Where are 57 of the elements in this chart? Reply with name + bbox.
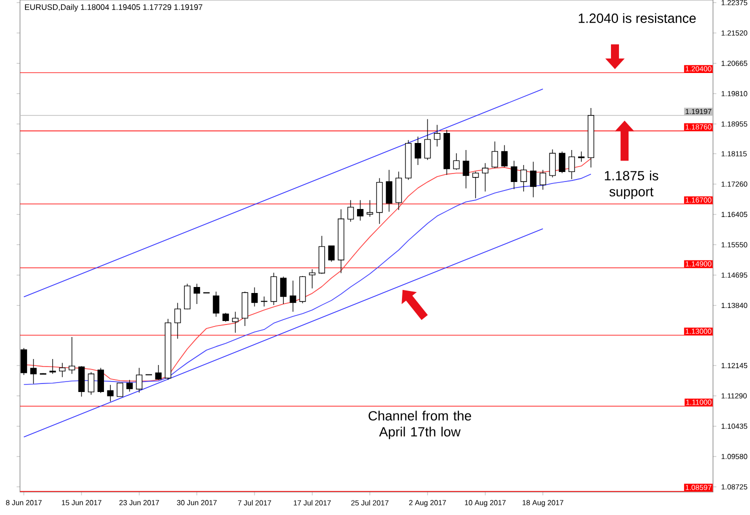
candlestick <box>59 362 66 378</box>
text: 1.1875 is support <box>604 170 658 200</box>
candlestick <box>568 150 575 180</box>
candlestick <box>116 382 124 398</box>
candlestick <box>78 366 85 397</box>
chart-title: EURUSD,Daily 1.18004 1.19405 1.17729 1.19197 <box>25 4 202 12</box>
candlestick <box>30 358 37 384</box>
candlestick <box>242 291 248 326</box>
candlestick <box>328 245 335 262</box>
candlestick <box>299 276 306 304</box>
candlestick <box>414 136 422 166</box>
candlestick <box>280 276 287 304</box>
candlestick <box>174 302 181 340</box>
candlestick <box>520 164 527 192</box>
candlestick <box>424 118 431 160</box>
candlestick <box>366 200 374 218</box>
candlestick <box>68 336 76 374</box>
candlestick <box>88 372 94 396</box>
annotation: 1.2040 is resistance <box>578 13 696 23</box>
candlestick <box>386 170 392 212</box>
candlestick <box>588 108 594 168</box>
candlestick <box>558 151 566 174</box>
candlestick <box>549 149 556 178</box>
candlestick <box>184 283 190 310</box>
candlestick <box>212 291 220 318</box>
candlestick <box>155 364 162 380</box>
candlestick <box>376 178 383 224</box>
candlestick <box>251 286 258 307</box>
candlestick <box>164 318 172 380</box>
candlestick <box>530 161 536 198</box>
candlestick <box>270 272 277 306</box>
candlestick <box>290 280 296 312</box>
candlestick <box>395 171 402 210</box>
candlestick <box>462 150 470 189</box>
candlestick <box>444 129 450 176</box>
candlestick <box>126 380 133 392</box>
candlestick <box>482 162 488 192</box>
candlestick <box>338 208 344 274</box>
candlestick <box>232 311 239 334</box>
candlestick <box>347 200 354 222</box>
candlestick <box>318 236 326 274</box>
candlestick <box>453 152 460 170</box>
candlestick <box>49 358 56 374</box>
candlestick <box>501 144 508 168</box>
candlestick <box>492 141 498 168</box>
candlestick <box>194 283 200 304</box>
candlestick <box>357 200 364 221</box>
candlestick <box>107 384 114 402</box>
candlestick <box>136 368 142 394</box>
candlestick <box>222 312 229 322</box>
candlestick <box>540 170 546 190</box>
candlestick <box>510 160 518 190</box>
candlestick <box>434 124 440 147</box>
candlestick <box>98 368 104 394</box>
candlestick <box>20 348 28 376</box>
candlestick <box>405 140 412 180</box>
annotation: Channel from the April 17th low <box>368 410 472 440</box>
